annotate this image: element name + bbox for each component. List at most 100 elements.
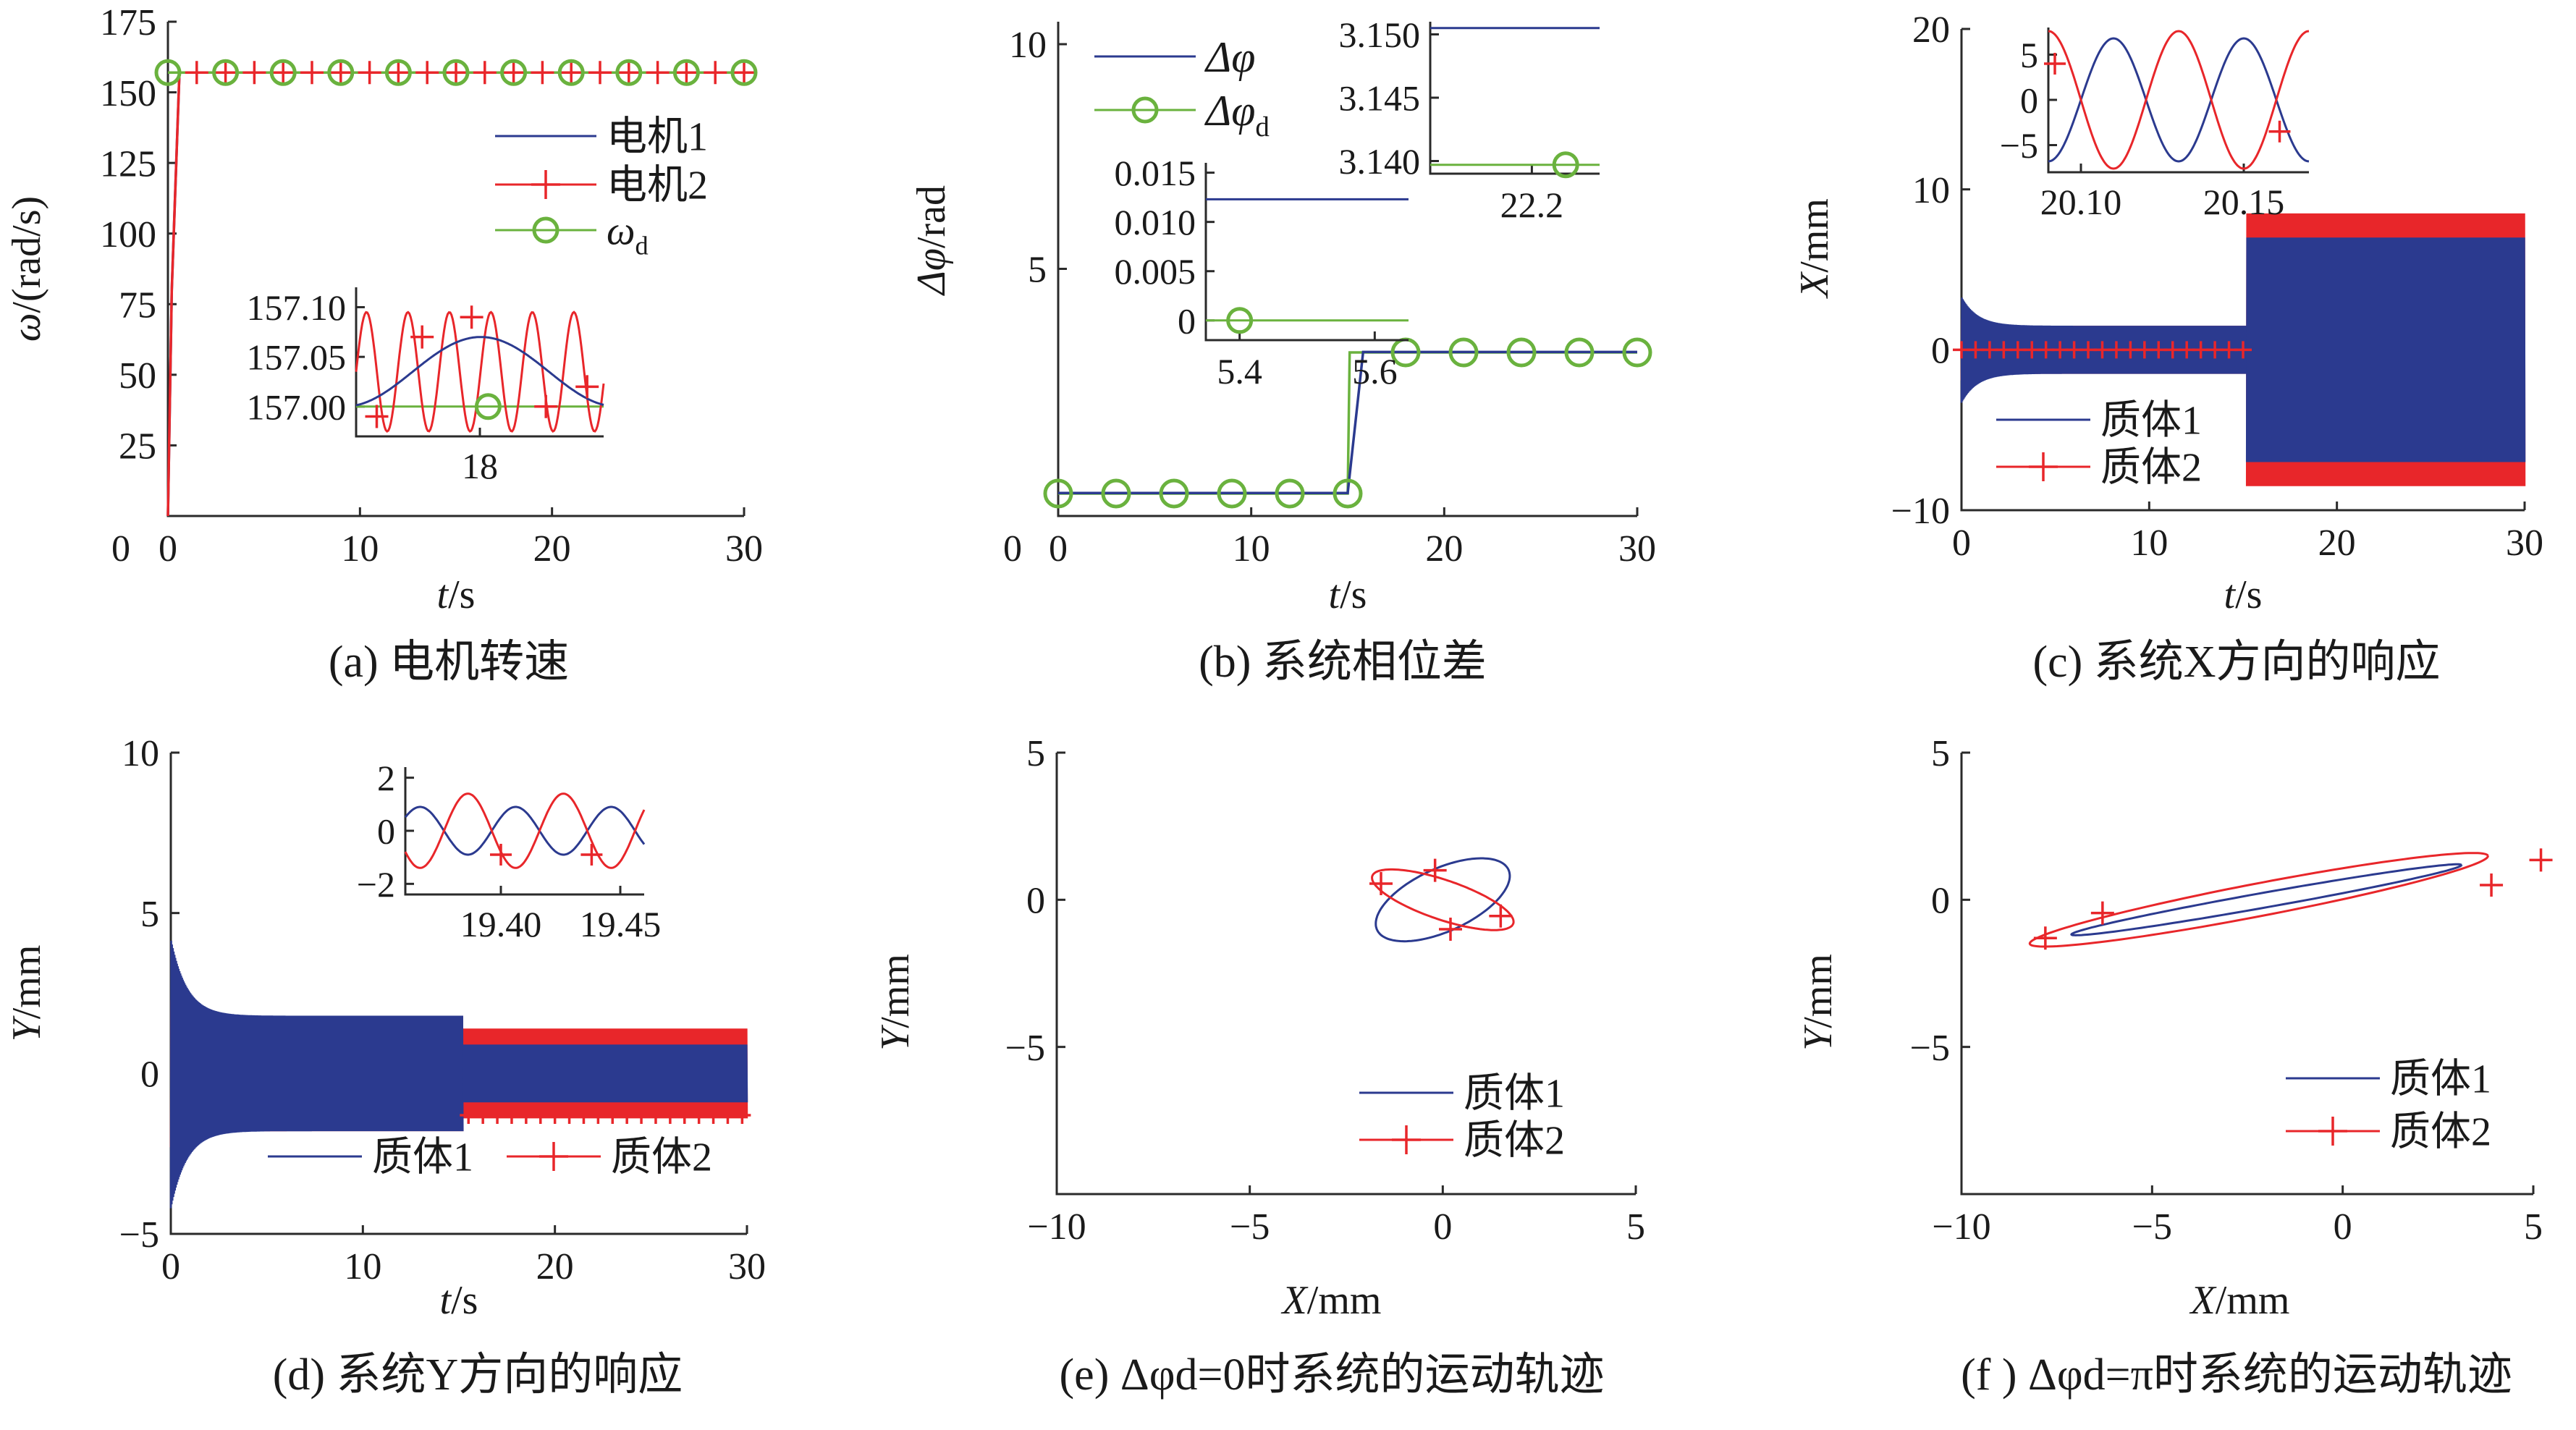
x-tick-label: −10 xyxy=(1932,1206,1990,1248)
y-tick-label: 0 xyxy=(140,1054,159,1096)
plus-marker xyxy=(460,305,483,329)
y-axis-label: ω/(rad/s) xyxy=(4,196,49,342)
x-tick-label: 20 xyxy=(2318,522,2356,564)
x-tick-label: 0 xyxy=(1049,528,1068,570)
legend-label: Δφd xyxy=(1204,87,1270,143)
circle-marker xyxy=(1159,478,1189,509)
circle-marker xyxy=(442,59,470,86)
plus-marker xyxy=(675,61,698,85)
plus-marker xyxy=(733,1106,751,1124)
y-tick-label: 0.005 xyxy=(1115,251,1196,292)
plus-marker xyxy=(444,61,468,85)
plus-marker xyxy=(1489,904,1513,928)
y-tick-label: 150 xyxy=(100,73,156,114)
legend-label: 质体1 xyxy=(2100,399,2202,444)
y-tick-label: 175 xyxy=(100,2,156,43)
plus-marker xyxy=(539,1142,568,1171)
series-mass2-ellipse xyxy=(2028,852,2489,948)
plus-marker xyxy=(704,61,727,85)
legend-label: 质体2 xyxy=(2390,1110,2491,1155)
plus-marker xyxy=(2234,341,2252,359)
x-axis-label: X/mm xyxy=(1281,1278,1382,1323)
inset-motor1 xyxy=(355,336,604,407)
circle-marker xyxy=(500,59,528,86)
y-tick-label: 75 xyxy=(119,284,156,326)
y-tick-label: −5 xyxy=(2000,125,2038,166)
y-tick-label: 2 xyxy=(377,758,395,798)
y-tick-label: 10 xyxy=(1009,25,1047,66)
caption-f: (f ) Δφd=π时系统的运动轨迹 xyxy=(1961,1350,2512,1400)
legend-label: 电机1 xyxy=(607,115,708,160)
y-axis-label: Δφ/rad xyxy=(909,185,954,296)
legend-label: 质体1 xyxy=(372,1135,473,1180)
y-tick-label: 3.140 xyxy=(1339,141,1421,182)
x-tick-label: −5 xyxy=(1230,1206,1270,1248)
y-tick-label: −5 xyxy=(1910,1028,1950,1069)
circle-marker xyxy=(1506,337,1537,368)
x-tick-label: 5 xyxy=(1626,1206,1645,1248)
y-tick-label: 50 xyxy=(119,355,156,397)
circle-marker xyxy=(154,59,182,86)
plus-marker xyxy=(580,844,603,866)
circle-marker xyxy=(1622,337,1652,368)
y-tick-label: 0 xyxy=(1931,331,1950,372)
series-mass2-ellipse xyxy=(1371,868,1515,931)
x-tick-label: 20 xyxy=(533,528,571,570)
plus-marker xyxy=(242,61,266,85)
circle-marker xyxy=(1564,337,1595,368)
x-axis-label: X/mm xyxy=(2189,1278,2290,1323)
y-tick-label: 157.05 xyxy=(247,337,347,378)
plus-marker xyxy=(490,844,512,866)
circle-marker xyxy=(269,59,297,86)
circle-marker xyxy=(1333,478,1363,509)
circle-marker xyxy=(1275,478,1305,509)
x-tick-label: 20.10 xyxy=(2040,182,2122,222)
x-axis-label: t/s xyxy=(1329,572,1367,617)
x-tick-label: 20.15 xyxy=(2203,182,2285,222)
inset-mass1 xyxy=(404,805,646,856)
y-tick-label: −5 xyxy=(1005,1028,1045,1069)
plus-marker xyxy=(588,61,612,85)
plus-marker xyxy=(2480,873,2504,897)
y-tick-label: 0 xyxy=(1178,300,1196,341)
plus-marker xyxy=(473,61,497,85)
series-mass1-after xyxy=(2245,237,2526,462)
plus-marker xyxy=(329,61,352,85)
legend-label: Δφ xyxy=(1204,33,1255,81)
y-tick-label: 5 xyxy=(1028,250,1047,291)
plus-marker xyxy=(502,61,525,85)
plus-marker xyxy=(387,61,410,85)
y-axis-label: X/mm xyxy=(1792,198,1837,299)
legend-label: 质体1 xyxy=(1464,1072,1565,1117)
circle-marker xyxy=(327,59,355,86)
y-tick-label: 0 xyxy=(1026,881,1045,922)
circle-marker xyxy=(615,59,643,86)
series-dphi-d-line xyxy=(1058,351,1637,495)
circle-marker xyxy=(474,393,502,420)
x-tick-label: 19.40 xyxy=(460,904,542,944)
legend-label: 质体1 xyxy=(2390,1057,2491,1102)
plus-marker xyxy=(365,405,389,428)
x-tick-label: 10 xyxy=(1233,528,1270,570)
plus-marker xyxy=(534,394,558,418)
chart-b: 0 10 20 30 5 10 0 Δφ/rad t/s Δφ Δφd 5.4 5.6 0 0.005 0.0… xyxy=(909,14,1656,617)
plus-marker xyxy=(300,61,324,85)
circle-marker xyxy=(212,59,240,86)
y-axis-label: Y/mm xyxy=(4,945,49,1042)
x-tick-label: 0 xyxy=(1952,522,1971,564)
plus-marker xyxy=(2090,901,2114,925)
legend-label: 质体2 xyxy=(611,1135,712,1180)
plus-marker xyxy=(559,61,583,85)
plus-marker xyxy=(575,375,599,399)
x-axis-label: t/s xyxy=(2224,572,2263,617)
caption-d: (d) 系统Y方向的响应 xyxy=(273,1350,683,1400)
y-tick-label: 3.150 xyxy=(1339,14,1421,55)
origin-label: 0 xyxy=(111,528,130,570)
y-tick-label: 3.145 xyxy=(1339,78,1421,119)
plus-marker xyxy=(732,61,756,85)
plus-marker xyxy=(271,61,295,85)
circle-marker xyxy=(1217,478,1247,509)
